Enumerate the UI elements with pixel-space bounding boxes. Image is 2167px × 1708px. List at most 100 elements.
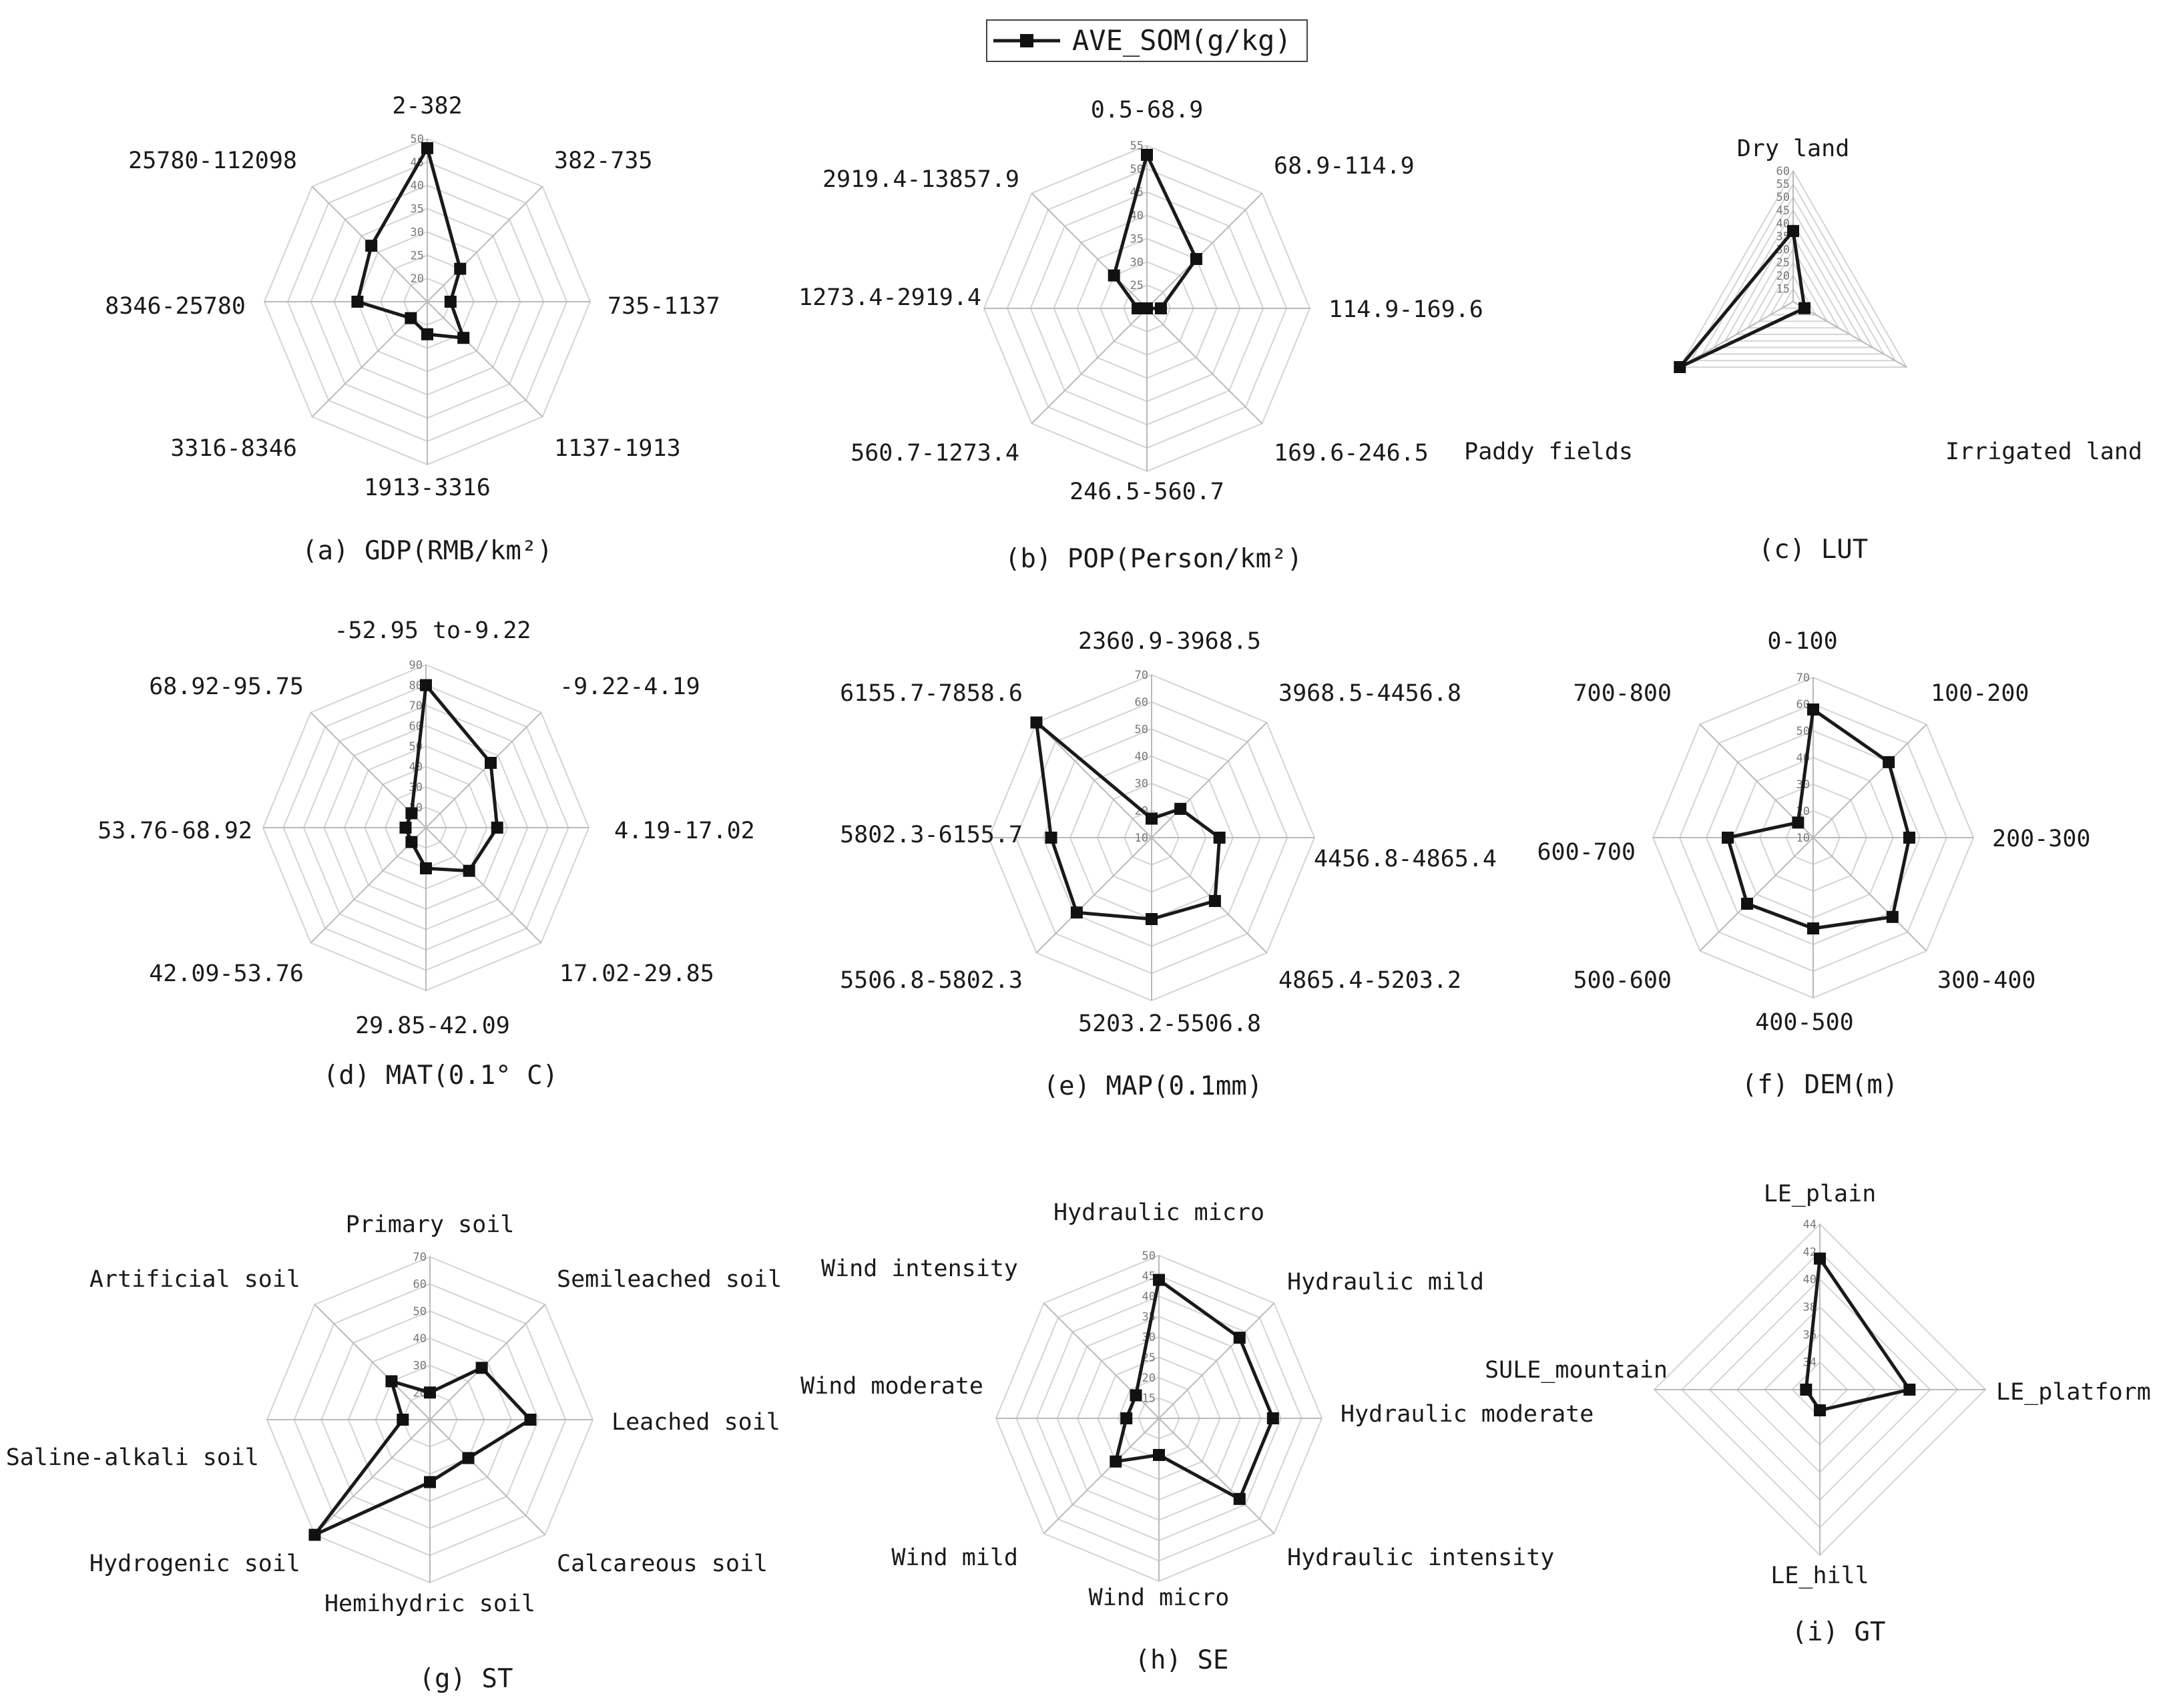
- data-point: [405, 836, 418, 848]
- category-label: LE_platform: [1996, 1379, 2151, 1406]
- tick-label: 70: [1796, 671, 1810, 685]
- panel-caption: (h) SE: [1135, 1645, 1229, 1675]
- category-label: 4865.4-5203.2: [1278, 967, 1461, 994]
- category-label: 25780-112098: [128, 148, 297, 174]
- tick-label: 10: [1796, 832, 1810, 845]
- data-point: [365, 240, 378, 252]
- data-point: [1110, 1455, 1122, 1468]
- data-point: [1141, 148, 1153, 161]
- data-point: [485, 756, 497, 769]
- category-label: LE_plain: [1764, 1181, 1877, 1207]
- axis-spoke: [1813, 837, 1927, 952]
- axis-spoke: [429, 1419, 546, 1536]
- data-point: [351, 296, 364, 308]
- data-point: [1814, 1404, 1826, 1416]
- category-label: 1137-1913: [554, 435, 681, 462]
- legend-label: AVE_SOM(g/kg): [1072, 24, 1292, 57]
- data-point: [1674, 361, 1686, 373]
- tick-label: 60: [409, 720, 423, 734]
- category-label: 5203.2-5506.8: [1078, 1011, 1261, 1037]
- category-label: 1913-3316: [364, 475, 491, 501]
- panel-caption: (e) MAP(0.1mm): [1043, 1071, 1263, 1101]
- tick-label: 50: [413, 1305, 427, 1318]
- tick-label: 15: [1776, 282, 1790, 296]
- category-label: Hydraulic intensity: [1287, 1544, 1554, 1571]
- data-point: [1070, 906, 1083, 919]
- axis-spoke: [1158, 1302, 1275, 1419]
- category-label: 382-735: [554, 148, 653, 174]
- category-label: Hydraulic micro: [1053, 1199, 1264, 1226]
- data-point: [1141, 302, 1153, 314]
- data-point: [405, 312, 417, 324]
- category-label: 42.09-53.76: [149, 960, 304, 987]
- data-point: [405, 807, 418, 820]
- data-point: [1814, 1252, 1826, 1265]
- panel-caption: (a) GDP(RMB/km²): [302, 536, 553, 566]
- tick-label: 25: [1130, 279, 1144, 292]
- category-label: LE_hill: [1770, 1562, 1869, 1589]
- category-label: 246.5-560.7: [1069, 479, 1224, 505]
- data-point: [420, 679, 432, 691]
- tick-label: 40: [1803, 1273, 1817, 1287]
- data-point: [1792, 816, 1804, 829]
- tick-label: 60: [1796, 698, 1810, 711]
- category-label: 114.9-169.6: [1329, 296, 1483, 323]
- category-label: 2919.4-13857.9: [822, 166, 1019, 193]
- panel-caption: (f) DEM(m): [1742, 1070, 1899, 1100]
- category-label: SULE_mountain: [1485, 1357, 1668, 1384]
- data-point: [1722, 832, 1734, 844]
- tick-label: 80: [409, 679, 423, 693]
- category-label: Wind moderate: [800, 1373, 983, 1400]
- tick-label: 30: [1130, 256, 1144, 269]
- data-point: [444, 296, 457, 308]
- tick-label: 40: [1142, 1290, 1156, 1304]
- data-point: [1807, 703, 1819, 716]
- data-point: [1266, 1412, 1279, 1424]
- category-label: Wind mild: [891, 1544, 1018, 1571]
- data-point: [1153, 1273, 1165, 1286]
- tick-label: 44: [1803, 1218, 1817, 1231]
- panel-caption: (c) LUT: [1758, 535, 1868, 565]
- category-label: Saline-alkali soil: [6, 1444, 259, 1471]
- axis-spoke: [314, 1304, 431, 1420]
- panel-caption: (b) POP(Person/km²): [1005, 544, 1302, 574]
- tick-label: 60: [413, 1278, 427, 1292]
- tick-label: 45: [1776, 204, 1790, 218]
- data-point: [1045, 832, 1057, 844]
- category-label: 2-382: [392, 93, 462, 119]
- category-label: Dry land: [1737, 135, 1850, 162]
- category-label: 600-700: [1537, 839, 1636, 866]
- tick-label: 10: [1135, 832, 1148, 845]
- axis-spoke: [425, 711, 542, 828]
- data-point: [1108, 269, 1120, 282]
- category-label: 53.76-68.92: [97, 818, 252, 844]
- data-point: [1807, 922, 1819, 934]
- data-point: [1030, 716, 1043, 729]
- data-point: [1798, 302, 1811, 314]
- category-label: 735-1137: [608, 293, 720, 320]
- category-label: Wind micro: [1089, 1585, 1230, 1611]
- data-point: [421, 141, 433, 154]
- radar-panel-1: 202530354045502-382382-735735-11371137-1…: [105, 93, 720, 566]
- data-point: [1233, 1332, 1246, 1344]
- category-label: 4456.8-4865.4: [1314, 846, 1497, 872]
- tick-label: 50: [1135, 723, 1148, 736]
- axis-spoke: [425, 827, 542, 944]
- tick-label: 20: [1142, 1372, 1156, 1385]
- tick-label: 50: [1776, 191, 1790, 204]
- radar-panels: 202530354045502-382382-735735-11371137-1…: [6, 93, 2151, 1694]
- tick-label: 40: [411, 180, 424, 193]
- data-point: [1903, 832, 1915, 844]
- category-label: 0-100: [1767, 628, 1837, 655]
- category-label: 68.9-114.9: [1274, 153, 1415, 180]
- data-point: [1190, 253, 1202, 266]
- data-point: [463, 864, 475, 877]
- axis-spoke: [1146, 192, 1263, 309]
- category-label: 5802.3-6155.7: [840, 822, 1023, 848]
- legend: AVE_SOM(g/kg): [986, 19, 1308, 62]
- category-label: Hemihydric soil: [324, 1591, 535, 1617]
- data-point: [1233, 1492, 1246, 1505]
- data-point: [308, 1528, 321, 1541]
